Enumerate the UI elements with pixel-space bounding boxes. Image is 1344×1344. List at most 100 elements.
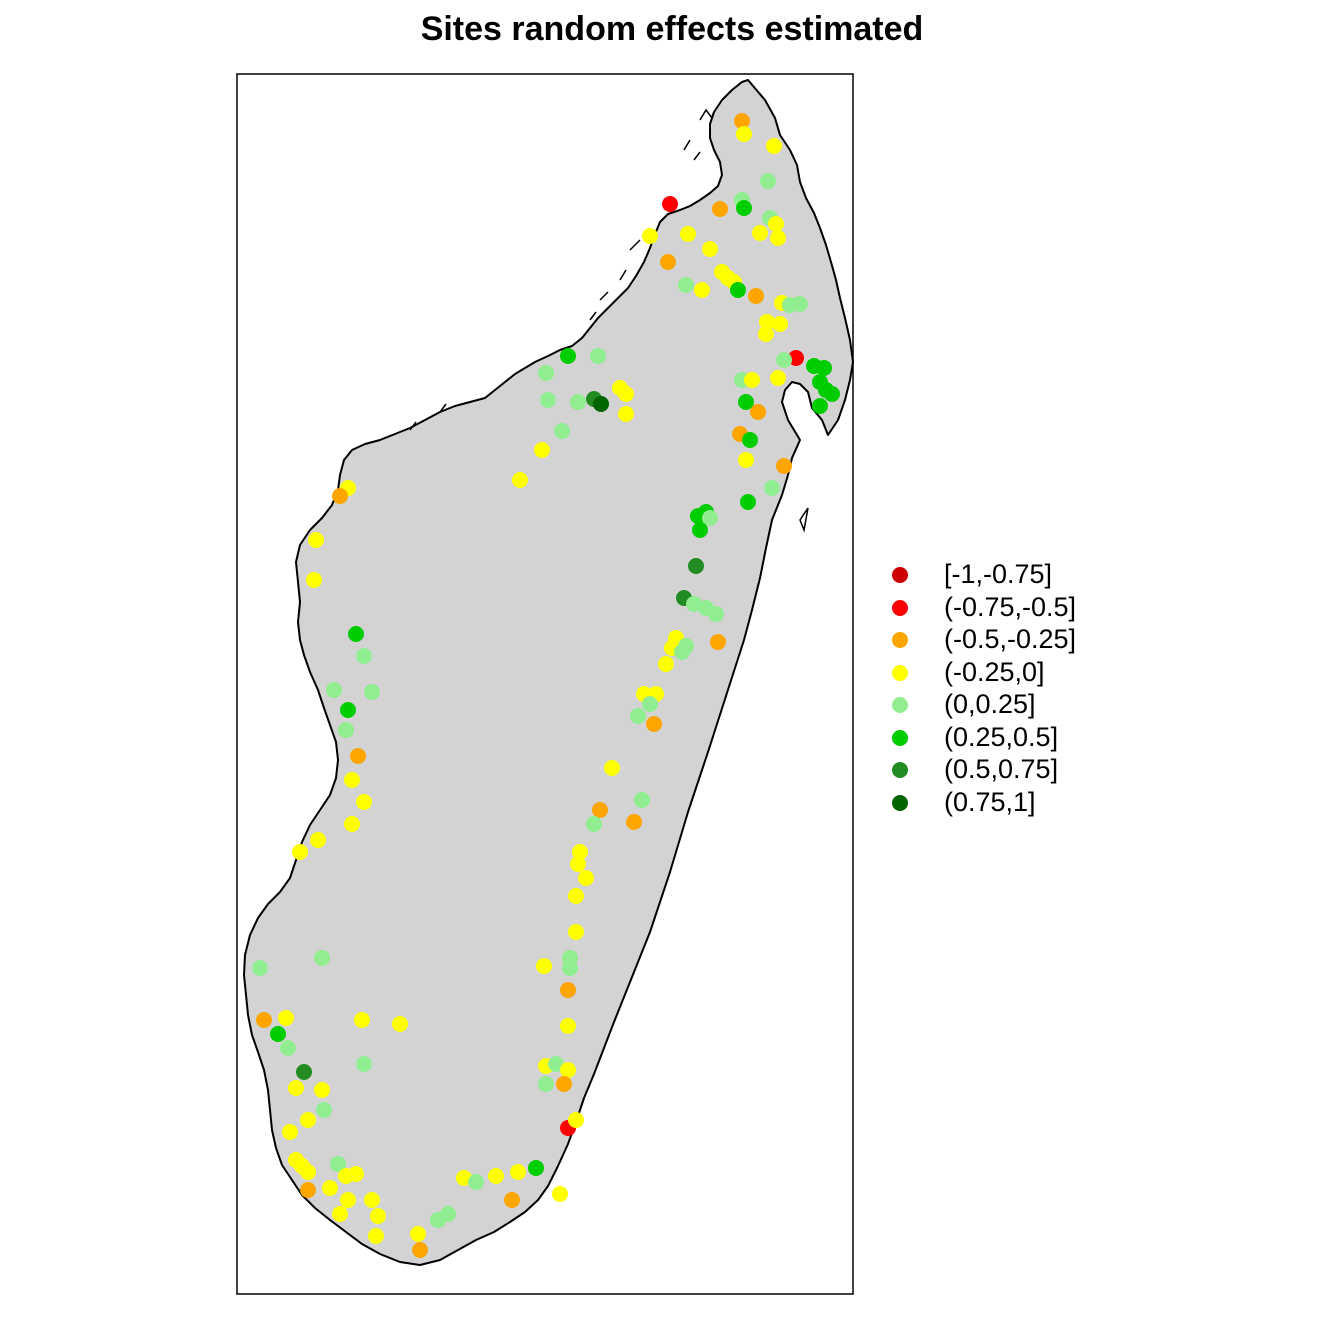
- site-point: [590, 348, 606, 364]
- site-point: [572, 844, 588, 860]
- site-point: [510, 1164, 526, 1180]
- site-point: [356, 794, 372, 810]
- site-point: [256, 1012, 272, 1028]
- site-point: [792, 296, 808, 312]
- site-point: [344, 816, 360, 832]
- site-point: [296, 1064, 312, 1080]
- site-point: [768, 216, 784, 232]
- site-points: [252, 113, 840, 1258]
- site-point: [710, 634, 726, 650]
- site-point: [694, 282, 710, 298]
- site-point: [536, 958, 552, 974]
- legend-label: (0,0.25]: [944, 689, 1036, 719]
- site-point: [764, 480, 780, 496]
- site-point: [288, 1080, 304, 1096]
- site-point: [660, 254, 676, 270]
- site-point: [634, 792, 650, 808]
- legend-swatch: [892, 567, 908, 583]
- site-point: [308, 532, 324, 548]
- site-point: [412, 1242, 428, 1258]
- site-point: [568, 1112, 584, 1128]
- site-point: [368, 1228, 384, 1244]
- site-point: [816, 360, 832, 376]
- site-point: [350, 748, 366, 764]
- site-point: [300, 1112, 316, 1128]
- site-point: [552, 1186, 568, 1202]
- site-point: [356, 1056, 372, 1072]
- site-point: [310, 832, 326, 848]
- site-point: [750, 404, 766, 420]
- site-point: [344, 772, 360, 788]
- site-point: [356, 648, 372, 664]
- site-point: [392, 1016, 408, 1032]
- legend-label: (0.5,0.75]: [944, 754, 1059, 784]
- site-point: [702, 241, 718, 257]
- site-point: [766, 138, 782, 154]
- site-point: [702, 510, 718, 526]
- site-point: [772, 316, 788, 332]
- site-point: [626, 814, 642, 830]
- legend-swatch: [892, 632, 908, 648]
- site-point: [618, 386, 634, 402]
- site-point: [322, 1180, 338, 1196]
- site-point: [736, 200, 752, 216]
- site-point: [592, 802, 608, 818]
- site-point: [658, 656, 674, 672]
- site-point: [730, 282, 746, 298]
- site-point: [338, 1168, 354, 1184]
- site-point: [280, 1040, 296, 1056]
- map-title: Sites random effects estimated: [420, 10, 924, 48]
- site-point: [540, 392, 556, 408]
- site-point: [282, 1124, 298, 1140]
- legend-swatch: [892, 599, 908, 616]
- site-point: [300, 1164, 316, 1180]
- legend-swatch: [892, 762, 908, 778]
- site-point: [330, 1156, 346, 1172]
- site-point: [278, 1010, 294, 1026]
- site-point: [674, 644, 690, 660]
- site-point: [556, 1076, 572, 1092]
- site-point: [554, 423, 570, 439]
- site-point: [534, 442, 550, 458]
- site-point: [504, 1192, 520, 1208]
- site-point: [788, 350, 804, 366]
- site-point: [528, 1160, 544, 1176]
- site-point: [570, 394, 586, 410]
- legend-swatch: [892, 697, 908, 713]
- legend-label: [-1,-0.75]: [944, 559, 1053, 589]
- site-point: [364, 1192, 380, 1208]
- site-point: [812, 398, 828, 414]
- site-point: [370, 1208, 386, 1224]
- site-point: [332, 1206, 348, 1222]
- site-point: [738, 394, 754, 410]
- site-point: [292, 844, 308, 860]
- site-point: [468, 1174, 484, 1190]
- site-point: [776, 458, 792, 474]
- site-point: [642, 228, 658, 244]
- site-point: [270, 1026, 286, 1042]
- site-point: [736, 126, 752, 142]
- site-point: [568, 924, 584, 940]
- site-point: [630, 708, 646, 724]
- site-point: [316, 1102, 332, 1118]
- site-point: [488, 1168, 504, 1184]
- site-point: [770, 230, 786, 246]
- site-point: [538, 1076, 554, 1092]
- site-point: [776, 352, 792, 368]
- legend-swatch: [892, 664, 908, 681]
- site-point: [646, 716, 662, 732]
- site-point: [618, 406, 634, 422]
- site-point: [548, 1056, 564, 1072]
- site-point: [712, 201, 728, 217]
- site-point: [340, 1192, 356, 1208]
- site-point: [570, 856, 586, 872]
- site-point: [560, 348, 576, 364]
- site-point: [688, 558, 704, 574]
- site-point: [752, 225, 768, 241]
- site-point: [770, 370, 786, 386]
- legend-swatch: [892, 729, 908, 746]
- site-point: [568, 888, 584, 904]
- site-point: [314, 950, 330, 966]
- site-point: [824, 386, 840, 402]
- site-point: [604, 760, 620, 776]
